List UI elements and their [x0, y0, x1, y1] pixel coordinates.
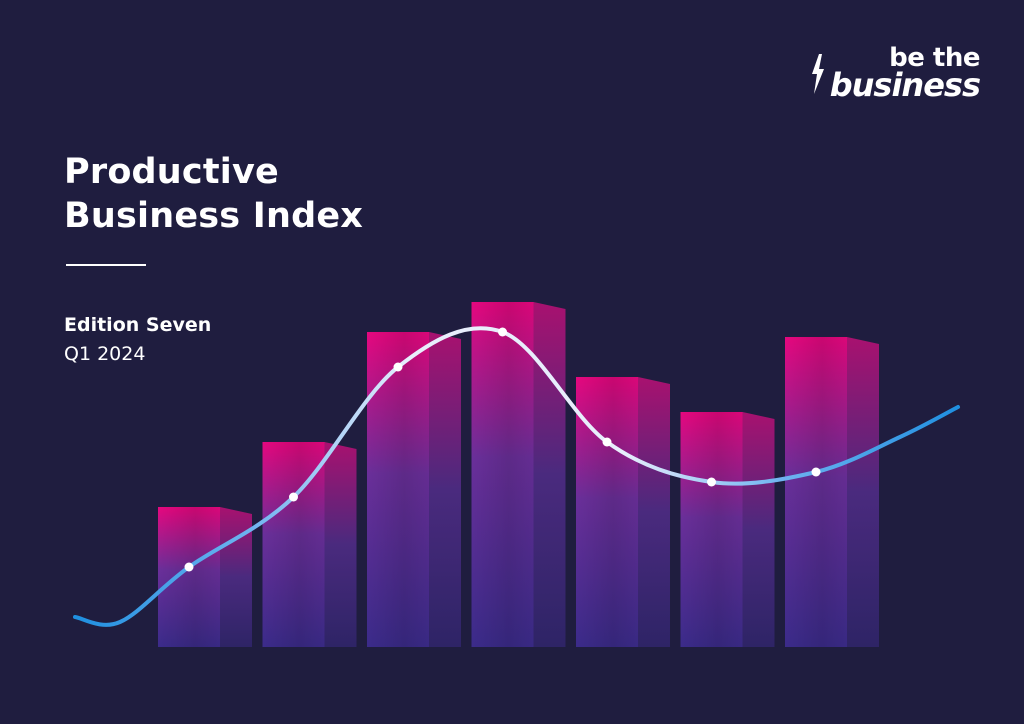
page-title: Productive Business Index	[64, 150, 363, 238]
bar-side-2	[324, 442, 357, 647]
bar-1	[158, 507, 252, 647]
edition-label: Edition Seven	[64, 314, 212, 336]
bar-shade-4	[471, 302, 534, 647]
bar-side-4	[533, 302, 566, 647]
bar-side-1	[220, 507, 252, 647]
logo-text-top: be the	[889, 43, 980, 73]
trend-point-4	[498, 327, 507, 337]
title-line-2: Business Index	[64, 196, 364, 236]
bars-layer	[158, 302, 879, 647]
bar-side-6	[742, 412, 775, 647]
brand-logo: be the business	[810, 43, 981, 104]
trend-point-5	[602, 437, 612, 447]
line-layer	[73, 326, 960, 627]
bar-4	[471, 302, 566, 647]
bar-side-7	[847, 337, 879, 647]
trend-point-6	[707, 477, 716, 487]
bar-side-3	[429, 332, 461, 647]
trend-point-1	[184, 562, 194, 572]
bar-shade-7	[785, 337, 847, 647]
bar-shade-1	[158, 507, 220, 647]
title-divider	[66, 264, 146, 266]
trend-point-2	[289, 492, 298, 502]
bar-7	[785, 337, 879, 647]
lightning-bolt-icon	[812, 54, 824, 94]
bar-shade-5	[576, 377, 638, 647]
logo-text-bottom: business	[829, 66, 981, 104]
bar-2	[262, 442, 357, 647]
bar-5	[576, 377, 670, 647]
bar-side-5	[638, 377, 670, 647]
bar-shade-3	[367, 332, 429, 647]
title-line-1: Productive	[64, 152, 279, 192]
trend-point-3	[393, 362, 403, 372]
bar-6	[680, 412, 775, 647]
trend-point-7	[811, 467, 821, 477]
bar-shade-6	[680, 412, 743, 647]
bar-3	[367, 332, 461, 647]
quarter-label: Q1 2024	[64, 343, 146, 365]
